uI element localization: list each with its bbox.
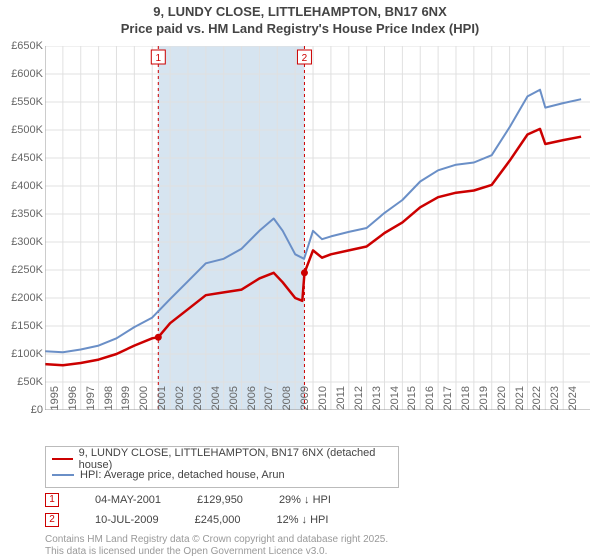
x-tick-label: 2004 <box>210 386 222 416</box>
x-tick-label: 2023 <box>549 386 561 416</box>
sale-price: £245,000 <box>195 514 241 526</box>
svg-text:1: 1 <box>156 53 162 64</box>
x-tick-label: 2024 <box>567 386 579 416</box>
x-tick-label: 2016 <box>424 386 436 416</box>
x-tick-label: 1999 <box>120 386 132 416</box>
y-tick-label: £0 <box>3 404 43 416</box>
y-tick-label: £400K <box>3 180 43 192</box>
x-tick-label: 2022 <box>531 386 543 416</box>
x-tick-label: 2002 <box>174 386 186 416</box>
legend-label: 9, LUNDY CLOSE, LITTLEHAMPTON, BN17 6NX … <box>79 447 392 471</box>
title-block: 9, LUNDY CLOSE, LITTLEHAMPTON, BN17 6NX … <box>0 0 600 38</box>
sale-marker-number: 1 <box>49 494 55 505</box>
x-tick-label: 1996 <box>67 386 79 416</box>
y-tick-label: £150K <box>3 320 43 332</box>
sale-marker-number: 2 <box>49 514 55 525</box>
x-tick-label: 2000 <box>138 386 150 416</box>
sale-date: 10-JUL-2009 <box>95 514 159 526</box>
y-tick-label: £350K <box>3 208 43 220</box>
sales-row: 2 10-JUL-2009 £245,000 12% ↓ HPI <box>45 510 367 530</box>
x-tick-label: 2014 <box>389 386 401 416</box>
x-tick-label: 2009 <box>299 386 311 416</box>
legend-box: 9, LUNDY CLOSE, LITTLEHAMPTON, BN17 6NX … <box>45 446 399 488</box>
x-tick-label: 2012 <box>353 386 365 416</box>
y-tick-label: £250K <box>3 264 43 276</box>
footer-line2: This data is licensed under the Open Gov… <box>45 546 388 558</box>
x-tick-label: 1995 <box>49 386 61 416</box>
x-tick-label: 2020 <box>496 386 508 416</box>
y-tick-label: £300K <box>3 236 43 248</box>
y-tick-label: £200K <box>3 292 43 304</box>
sale-marker-icon: 2 <box>45 513 59 527</box>
y-tick-label: £550K <box>3 96 43 108</box>
footer: Contains HM Land Registry data © Crown c… <box>45 534 388 558</box>
chart-svg: 12 <box>45 46 590 410</box>
legend-swatch-2 <box>52 474 74 476</box>
sale-delta: 29% ↓ HPI <box>279 494 331 506</box>
y-tick-label: £500K <box>3 124 43 136</box>
x-tick-label: 1998 <box>103 386 115 416</box>
x-tick-label: 2001 <box>156 386 168 416</box>
sales-table: 1 04-MAY-2001 £129,950 29% ↓ HPI 2 10-JU… <box>45 490 367 530</box>
chart-area: 12 <box>45 46 590 410</box>
title-line1: 9, LUNDY CLOSE, LITTLEHAMPTON, BN17 6NX <box>0 4 600 21</box>
x-tick-label: 2010 <box>317 386 329 416</box>
y-tick-label: £650K <box>3 40 43 52</box>
x-tick-label: 2021 <box>514 386 526 416</box>
x-tick-label: 2007 <box>263 386 275 416</box>
legend-label: HPI: Average price, detached house, Arun <box>80 469 285 481</box>
x-tick-label: 2015 <box>406 386 418 416</box>
x-tick-label: 2011 <box>335 386 347 416</box>
y-tick-label: £450K <box>3 152 43 164</box>
x-tick-label: 2006 <box>246 386 258 416</box>
x-tick-label: 2013 <box>371 386 383 416</box>
sales-row: 1 04-MAY-2001 £129,950 29% ↓ HPI <box>45 490 367 510</box>
y-tick-label: £50K <box>3 376 43 388</box>
x-tick-label: 2017 <box>442 386 454 416</box>
x-tick-label: 2019 <box>478 386 490 416</box>
x-tick-label: 1997 <box>85 386 97 416</box>
footer-line1: Contains HM Land Registry data © Crown c… <box>45 534 388 546</box>
sale-delta: 12% ↓ HPI <box>276 514 328 526</box>
x-tick-label: 2005 <box>228 386 240 416</box>
sale-date: 04-MAY-2001 <box>95 494 161 506</box>
legend-swatch-1 <box>52 458 73 460</box>
x-tick-label: 2008 <box>281 386 293 416</box>
y-tick-label: £100K <box>3 348 43 360</box>
sale-price: £129,950 <box>197 494 243 506</box>
sale-marker-icon: 1 <box>45 493 59 507</box>
x-tick-label: 2003 <box>192 386 204 416</box>
svg-text:2: 2 <box>302 53 308 64</box>
title-line2: Price paid vs. HM Land Registry's House … <box>0 21 600 38</box>
chart-container: 9, LUNDY CLOSE, LITTLEHAMPTON, BN17 6NX … <box>0 0 600 560</box>
x-tick-label: 2018 <box>460 386 472 416</box>
legend-row: 9, LUNDY CLOSE, LITTLEHAMPTON, BN17 6NX … <box>52 451 392 467</box>
y-tick-label: £600K <box>3 68 43 80</box>
